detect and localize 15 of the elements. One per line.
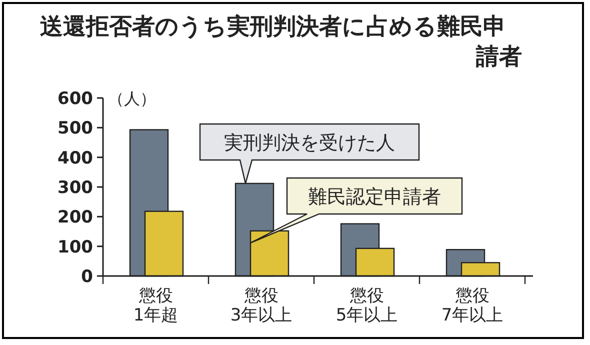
series-label: 難民認定申請者 — [308, 186, 441, 208]
y-tick-label: 100 — [58, 237, 94, 258]
y-tick-label: 400 — [58, 148, 94, 168]
y-axis-title: （人） — [108, 89, 156, 108]
x-tick-label: 懲役 5年以上 — [336, 286, 398, 326]
y-tick-label: 300 — [58, 178, 94, 198]
y-tick-label: 500 — [58, 118, 94, 139]
series-label: 実刑判決を受けた人 — [224, 132, 395, 154]
y-tick-label: 200 — [58, 208, 94, 228]
x-tick-label: 懲役 3年以上 — [230, 286, 292, 326]
y-tick-label: 600 — [58, 89, 94, 109]
y-tick-label: 0 — [81, 267, 94, 287]
x-tick-label: 懲役 1年超 — [133, 286, 178, 326]
chart-title: 送還拒否者のうち実刑判決者に占める難民申請者 — [40, 13, 522, 70]
x-tick-label: 懲役 7年以上 — [441, 286, 504, 326]
